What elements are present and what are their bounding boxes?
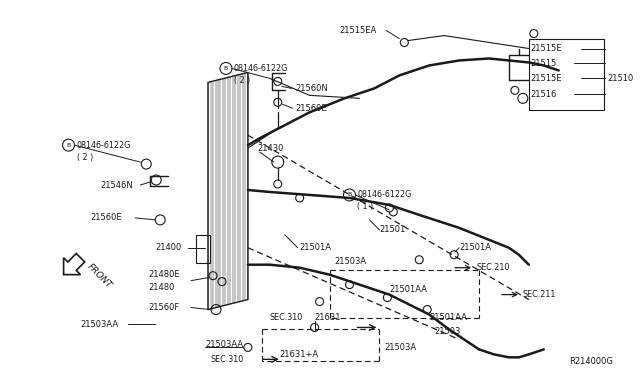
Text: 21430: 21430 — [258, 144, 284, 153]
Text: 21503AA: 21503AA — [81, 320, 118, 329]
Circle shape — [415, 256, 423, 264]
Text: 21515: 21515 — [531, 59, 557, 68]
Text: 21503AA: 21503AA — [205, 340, 243, 349]
Circle shape — [274, 77, 282, 86]
Text: 21501A: 21501A — [300, 243, 332, 252]
Text: 08146-6122G: 08146-6122G — [234, 64, 288, 73]
Circle shape — [346, 280, 353, 289]
Text: SEC.211: SEC.211 — [523, 290, 556, 299]
Text: 21501A: 21501A — [459, 243, 491, 252]
Text: 21515E: 21515E — [531, 44, 563, 53]
Text: 21516: 21516 — [531, 90, 557, 99]
Text: 08146-6122G: 08146-6122G — [358, 190, 412, 199]
Text: ( 1 ): ( 1 ) — [358, 202, 374, 211]
Text: SEC.210: SEC.210 — [476, 263, 509, 272]
Text: 21503: 21503 — [434, 327, 461, 336]
Text: 21515E: 21515E — [531, 74, 563, 83]
Text: SEC.310: SEC.310 — [210, 355, 243, 364]
Text: 21501AA: 21501AA — [389, 285, 428, 294]
Circle shape — [385, 204, 394, 212]
Text: 21501: 21501 — [380, 225, 406, 234]
Text: 21560E: 21560E — [296, 104, 327, 113]
Text: B: B — [224, 66, 228, 71]
Text: ( 2 ): ( 2 ) — [77, 153, 93, 161]
Text: B: B — [67, 142, 70, 148]
Text: 21503A: 21503A — [335, 257, 367, 266]
Text: 21560F: 21560F — [148, 303, 179, 312]
Circle shape — [316, 298, 324, 305]
Bar — [196, 235, 210, 263]
Text: ( 2 ): ( 2 ) — [234, 76, 250, 85]
Text: 21631+A: 21631+A — [280, 350, 319, 359]
Text: 21501AA: 21501AA — [429, 313, 467, 322]
Text: 08146-6122G: 08146-6122G — [77, 141, 131, 150]
Text: 21400: 21400 — [156, 243, 182, 252]
Text: 21503A: 21503A — [385, 343, 417, 352]
Text: 21560N: 21560N — [296, 84, 328, 93]
Text: 21631: 21631 — [315, 313, 341, 322]
Text: 21546N: 21546N — [100, 180, 133, 189]
Bar — [529, 39, 604, 110]
Text: 21560E: 21560E — [90, 214, 122, 222]
Text: 21510: 21510 — [607, 74, 634, 83]
Circle shape — [296, 194, 303, 202]
Text: SEC.310: SEC.310 — [270, 313, 303, 322]
Text: B: B — [348, 192, 351, 198]
Text: 21480: 21480 — [148, 283, 175, 292]
Text: R214000G: R214000G — [569, 357, 612, 366]
Text: 21480E: 21480E — [148, 270, 180, 279]
Text: FRONT: FRONT — [86, 262, 113, 290]
Text: 21515EA: 21515EA — [340, 26, 377, 35]
